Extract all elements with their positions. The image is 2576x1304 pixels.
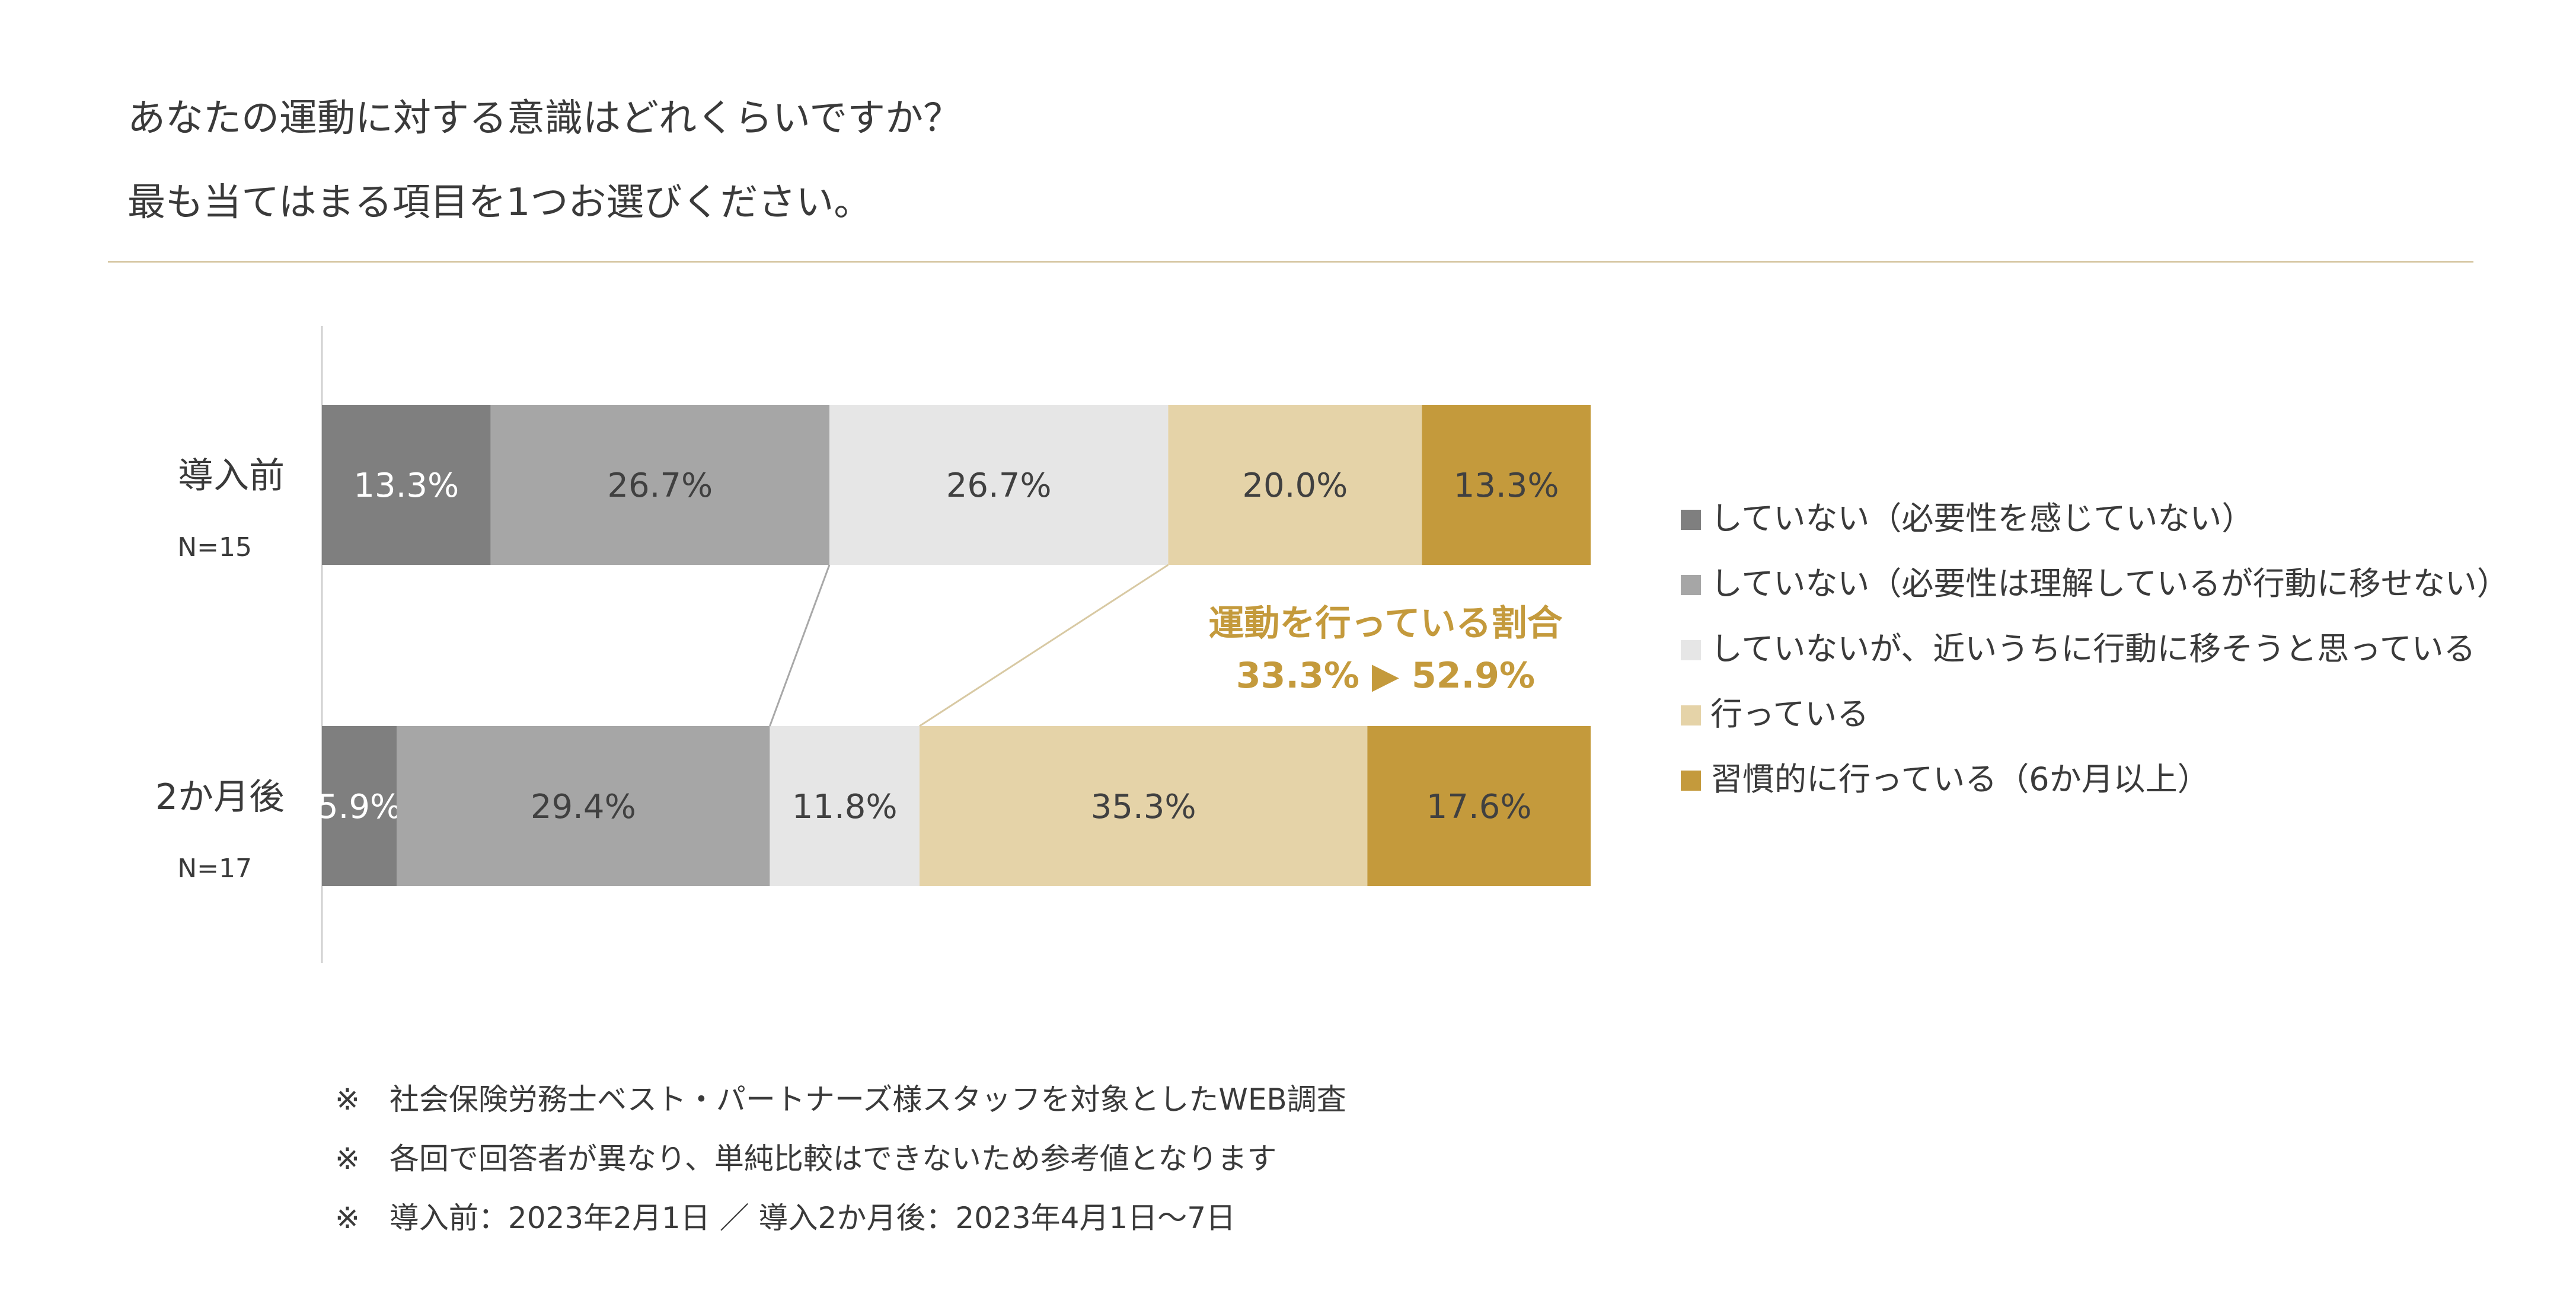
legend-label-2: していない（必要性は理解しているが行動に移せない） [1710,565,2509,602]
legend-swatch-3 [1681,640,1701,660]
question-line-1: あなたの運動に対する意識はどれくらいですか？ [127,97,962,140]
connector-line-1 [769,564,831,727]
data-label-row1-series4: 20.0% [1242,466,1348,505]
footnote-3: ※ 導入前：2023年2月1日 ／ 導入2か月後：2023年4月1日～7日 [335,1201,1236,1235]
bar-segment-row1-series2 [490,405,829,565]
annotation-title: 運動を行っている割合 [1209,603,1563,644]
bar-segment-row2-series3 [770,726,920,886]
bar-segment-row1-series3 [829,405,1169,565]
bar-segment-row2-series5 [1367,726,1591,886]
row-label-2: 2か月後 [155,776,285,818]
data-label-row1-series3: 26.7% [946,466,1052,505]
legend-label-3: していないが、近いうちに行動に移そうと思っている [1710,630,2476,667]
question-line-2: 最も当てはまる項目を1つお選びください。 [127,181,872,225]
data-label-row2-series5: 17.6% [1426,788,1532,826]
row-label-1: 導入前 [178,455,285,497]
bar-segment-row2-series2 [397,726,770,886]
footnote-1: ※ 社会保険労務士ベスト・パートナーズ様スタッフを対象としたWEB調査 [335,1082,1346,1117]
bar-segment-row1-series4 [1168,405,1422,565]
connector-line-2 [919,564,1169,727]
bar-segment-row1-series5 [1422,405,1591,565]
legend-label-4: 行っている [1710,695,1869,733]
footnote-2: ※ 各回で回答者が異なり、単純比較はできないため参考値となります [335,1142,1277,1176]
legend-swatch-5 [1681,771,1701,791]
divider [108,261,2473,263]
legend-label-5: 習慣的に行っている（6か月以上） [1710,760,2210,798]
row-n-1: N=15 [177,532,252,562]
data-label-row2-series2: 29.4% [531,788,636,826]
data-label-row2-series1: 5.9% [317,788,401,826]
annotation-change: 33.3% ▶ 52.9% [1236,655,1535,696]
row-n-2: N=17 [177,854,252,884]
legend-swatch-4 [1681,705,1701,725]
legend-label-1: していない（必要性を感じていない） [1710,500,2253,537]
legend-swatch-1 [1681,510,1701,530]
data-label-row1-series5: 13.3% [1454,466,1559,505]
bar-segment-row1-series1 [322,405,491,565]
legend-swatch-2 [1681,575,1701,595]
data-label-row2-series3: 11.8% [792,788,898,826]
bar-segment-row2-series4 [919,726,1368,886]
data-label-row1-series2: 26.7% [607,466,713,505]
bar-segment-row2-series1 [322,726,397,886]
data-label-row1-series1: 13.3% [353,466,459,505]
data-label-row2-series4: 35.3% [1091,788,1196,826]
